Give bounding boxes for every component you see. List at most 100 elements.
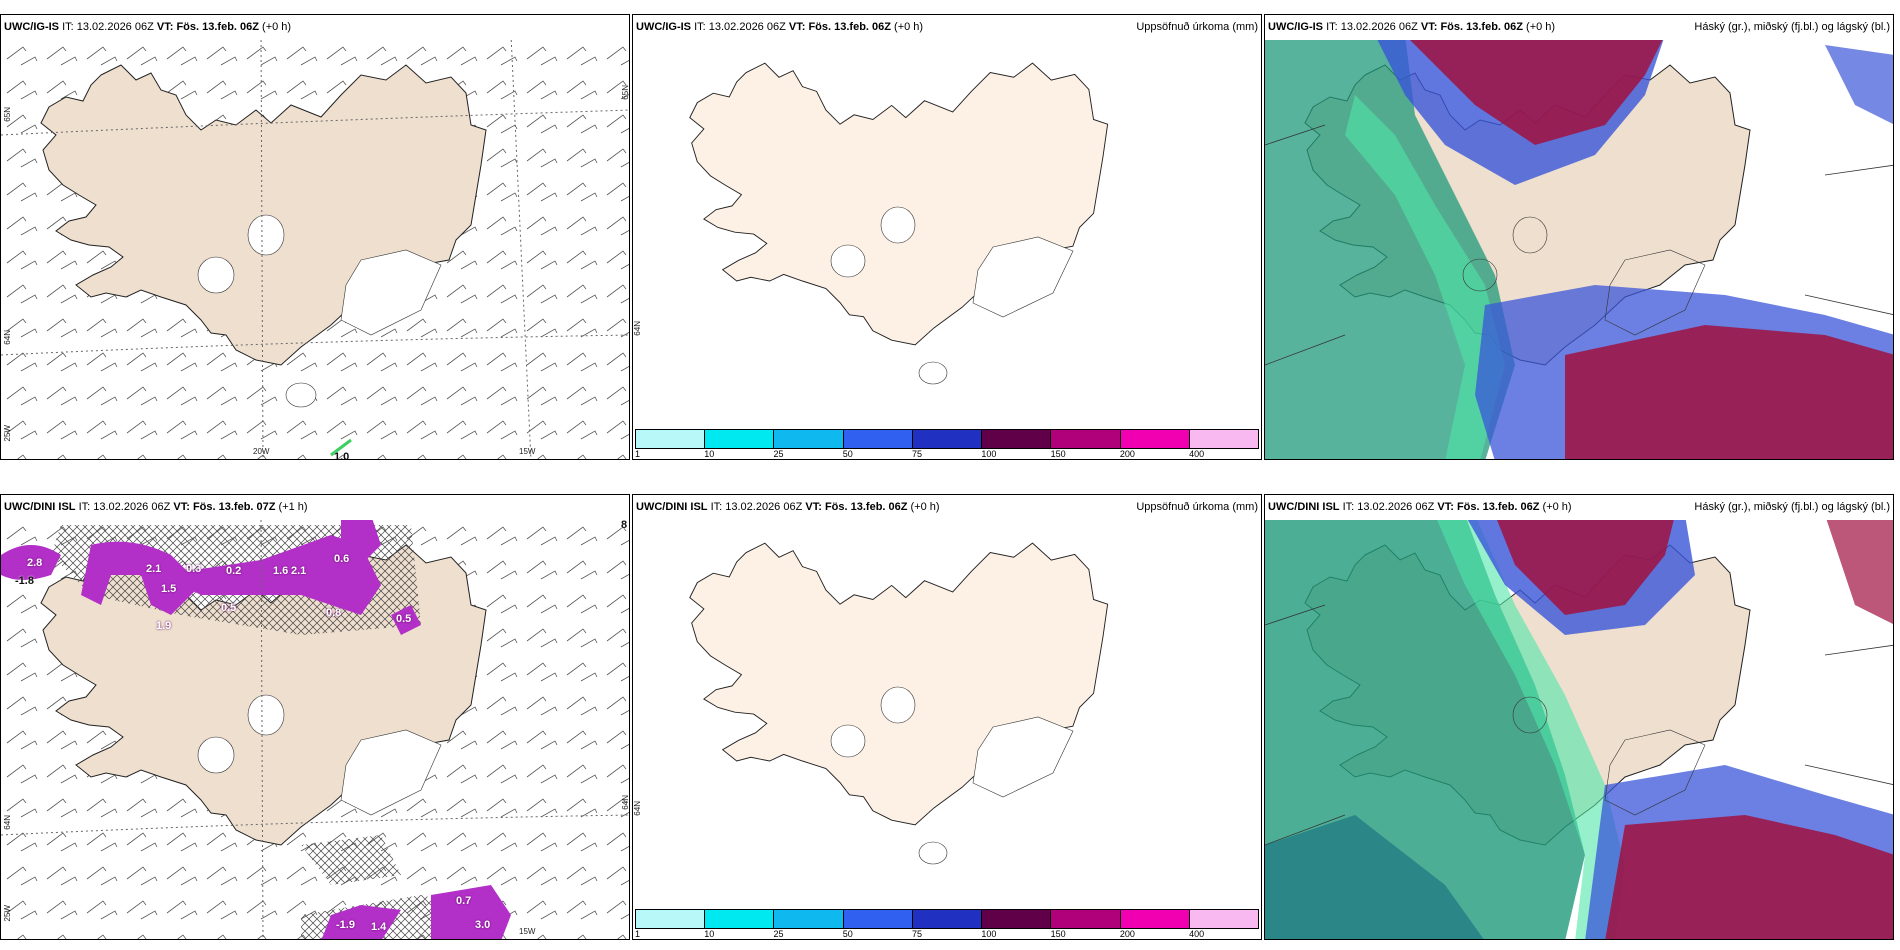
value-label: 1.5 bbox=[161, 583, 177, 595]
value-label: 1.6 bbox=[273, 565, 289, 577]
lon-tick-15w: 15W bbox=[519, 927, 536, 936]
value-label: 0.5 bbox=[221, 602, 237, 614]
colorbar-cell bbox=[705, 430, 775, 448]
colorbar-cell bbox=[843, 910, 913, 928]
valid-time: Fös. 13.feb. 06Z bbox=[1440, 21, 1523, 33]
lat-tick-64n-right: 64N bbox=[621, 795, 630, 810]
value-label: 2.1 bbox=[291, 565, 307, 577]
value-label: 0.3 bbox=[186, 563, 202, 575]
lead-time: (+0 h) bbox=[1526, 21, 1556, 33]
cloud-map bbox=[1265, 515, 1893, 939]
precip-map bbox=[689, 62, 1109, 385]
lat-tick-64n: 64N bbox=[3, 815, 12, 830]
vt-label: VT: bbox=[805, 501, 822, 513]
panel-clouds-ig: UWC/IG-IS IT: 13.02.2026 06Z VT: Fös. 13… bbox=[1264, 14, 1894, 460]
field-title: Háský (gr.), miðský (fj.bl.) og lágský (… bbox=[1694, 501, 1890, 513]
colorbar-label: 10 bbox=[704, 449, 715, 459]
field-title: Uppsöfnuð úrkoma (mm) bbox=[1136, 21, 1258, 33]
colorbar-label: 10 bbox=[704, 929, 715, 939]
map-area[interactable] bbox=[1265, 515, 1893, 939]
map-area[interactable] bbox=[633, 35, 1261, 435]
lead-time: (+0 h) bbox=[1542, 501, 1572, 513]
colorbar-label: 25 bbox=[773, 929, 784, 939]
colorbar-cell bbox=[1120, 430, 1190, 448]
valid-time: Fös. 13.feb. 06Z bbox=[824, 501, 908, 513]
it-label: IT: bbox=[78, 501, 91, 513]
panel-header: UWC/DINI ISL IT: 13.02.2026 06Z VT: Fös.… bbox=[633, 495, 1261, 520]
it-label: IT: bbox=[62, 21, 74, 33]
colorbar-label: 100 bbox=[981, 929, 997, 939]
vt-label: VT: bbox=[788, 21, 806, 33]
colorbar-cell bbox=[1051, 430, 1121, 448]
panel-clouds-dini: UWC/DINI ISL IT: 13.02.2026 06Z VT: Fös.… bbox=[1264, 494, 1894, 940]
value-label: 3.0 bbox=[475, 919, 491, 931]
colorbar-label: 150 bbox=[1050, 929, 1066, 939]
valid-time: Fös. 13.feb. 07Z bbox=[192, 501, 276, 513]
colorbar-cell bbox=[774, 430, 844, 448]
panel-precipitation-dini: UWC/DINI ISL IT: 13.02.2026 06Z VT: Fös.… bbox=[632, 494, 1262, 940]
panel-header: UWC/DINI ISL IT: 13.02.2026 06Z VT: Fös.… bbox=[1265, 495, 1893, 520]
value-label: 2.8 bbox=[27, 557, 43, 569]
colorbar-cell bbox=[636, 910, 706, 928]
lead-time: (+0 h) bbox=[910, 501, 940, 513]
lat-tick-64n: 64N bbox=[3, 330, 12, 345]
model-name: UWC/DINI ISL bbox=[1268, 501, 1340, 513]
precip-colorbar bbox=[635, 909, 1259, 929]
colorbar-labels: 1 10 25 50 75 100 150 200 400 bbox=[635, 449, 1259, 459]
lon-tick-20w: 20W bbox=[253, 447, 270, 456]
model-name: UWC/DINI ISL bbox=[4, 501, 76, 513]
model-name: UWC/IG-IS bbox=[636, 21, 691, 33]
value-label: 0.6 bbox=[334, 553, 350, 565]
model-name: UWC/IG-IS bbox=[4, 21, 59, 33]
map-area[interactable]: 2.8 -1.8 0.3 1.5 2.1 1.9 0.6 0.5 1.6 2.1… bbox=[1, 515, 629, 939]
map-area[interactable]: 1.0 bbox=[1, 35, 629, 459]
panel-wind-temperature-dini: UWC/DINI ISL IT: 13.02.2026 06Z VT: Fös.… bbox=[0, 494, 630, 940]
colorbar-cell bbox=[912, 430, 983, 448]
init-time: 13.02.2026 06Z bbox=[76, 21, 154, 33]
value-label: 1.9 bbox=[156, 620, 172, 632]
colorbar-label: 1 bbox=[635, 929, 641, 939]
map-area[interactable] bbox=[1265, 35, 1893, 459]
colorbar-label: 25 bbox=[773, 449, 784, 459]
colorbar-cell bbox=[774, 910, 844, 928]
map-area[interactable] bbox=[633, 515, 1261, 915]
colorbar-cell bbox=[1120, 910, 1190, 928]
colorbar-label: 200 bbox=[1119, 449, 1135, 459]
lead-time: (+0 h) bbox=[262, 21, 292, 33]
value-label: -1.8 bbox=[15, 575, 34, 587]
lead-time: (+1 h) bbox=[278, 501, 308, 513]
colorbar-cell bbox=[843, 430, 913, 448]
value-label: 1.4 bbox=[371, 921, 387, 933]
panel-precipitation-ig: UWC/IG-IS IT: 13.02.2026 06Z VT: Fös. 13… bbox=[632, 14, 1262, 460]
field-title: Háský (gr.), miðský (fj.bl.) og lágský (… bbox=[1694, 21, 1890, 33]
value-label: 0.7 bbox=[456, 895, 472, 907]
init-time: 13.02.2026 06Z bbox=[725, 501, 803, 513]
valid-time: Fös. 13.feb. 06Z bbox=[808, 21, 891, 33]
colorbar-label: 1 bbox=[635, 449, 641, 459]
init-time: 13.02.2026 06Z bbox=[1357, 501, 1435, 513]
colorbar-label: 400 bbox=[1189, 449, 1205, 459]
colorbar-cell bbox=[636, 430, 706, 448]
lead-time: (+0 h) bbox=[894, 21, 924, 33]
init-time: 13.02.2026 06Z bbox=[708, 21, 786, 33]
vt-label: VT: bbox=[173, 501, 190, 513]
precip-map bbox=[689, 542, 1109, 865]
colorbar-cell bbox=[1189, 430, 1258, 448]
colorbar-cell bbox=[1051, 910, 1121, 928]
value-label: 0.5 bbox=[396, 613, 412, 625]
lat-tick-64n: 64N bbox=[633, 801, 642, 816]
it-label: IT: bbox=[1326, 21, 1338, 33]
value-label: 8 bbox=[621, 519, 628, 531]
it-label: IT: bbox=[710, 501, 723, 513]
colorbar-cell bbox=[982, 910, 1052, 928]
wind-map bbox=[1, 515, 629, 939]
precip-colorbar bbox=[635, 429, 1259, 449]
colorbar-label: 100 bbox=[981, 449, 997, 459]
lon-tick-25w: 25W bbox=[3, 425, 12, 442]
panel-header: UWC/IG-IS IT: 13.02.2026 06Z VT: Fös. 13… bbox=[1, 15, 629, 40]
colorbar-label: 50 bbox=[842, 929, 853, 939]
model-name: UWC/IG-IS bbox=[1268, 21, 1323, 33]
model-name: UWC/DINI ISL bbox=[636, 501, 708, 513]
vt-label: VT: bbox=[1420, 21, 1438, 33]
vt-label: VT: bbox=[1437, 501, 1454, 513]
